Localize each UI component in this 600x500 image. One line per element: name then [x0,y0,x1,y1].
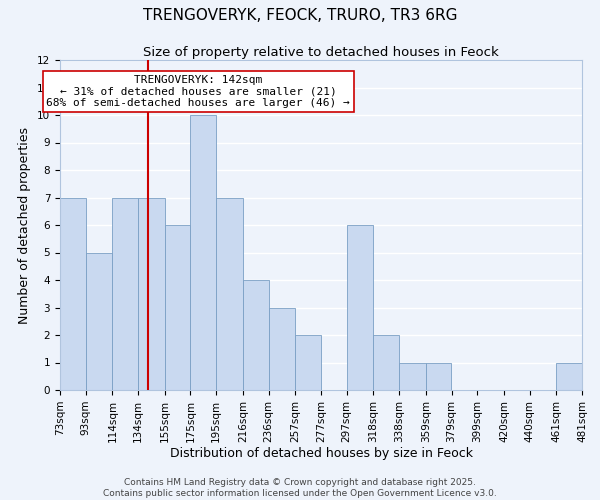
Bar [399,362,426,390]
Bar [165,225,190,390]
Bar [86,252,112,390]
Bar [556,362,582,390]
Text: Contains HM Land Registry data © Crown copyright and database right 2025.
Contai: Contains HM Land Registry data © Crown c… [103,478,497,498]
Title: Size of property relative to detached houses in Feock: Size of property relative to detached ho… [143,46,499,59]
Bar [373,335,399,390]
Bar [269,308,295,390]
Bar [190,115,216,390]
Bar [243,280,269,390]
X-axis label: Distribution of detached houses by size in Feock: Distribution of detached houses by size … [170,448,473,460]
Bar [60,198,86,390]
Text: TRENGOVERYK: 142sqm
← 31% of detached houses are smaller (21)
68% of semi-detach: TRENGOVERYK: 142sqm ← 31% of detached ho… [46,75,350,108]
Bar [138,198,165,390]
Text: TRENGOVERYK, FEOCK, TRURO, TR3 6RG: TRENGOVERYK, FEOCK, TRURO, TR3 6RG [143,8,457,22]
Bar [112,198,138,390]
Bar [347,225,373,390]
Bar [295,335,321,390]
Bar [216,198,243,390]
Bar [426,362,451,390]
Y-axis label: Number of detached properties: Number of detached properties [19,126,31,324]
